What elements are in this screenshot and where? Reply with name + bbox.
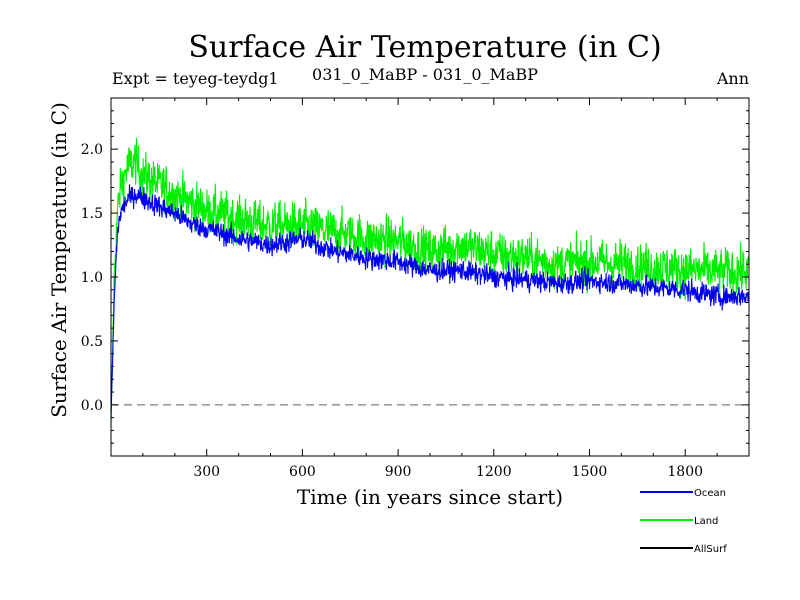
legend: Ocean Land AllSurf bbox=[640, 488, 727, 555]
x-axis-label: Time (in years since start) bbox=[297, 485, 563, 509]
legend-label-allsurf: AllSurf bbox=[694, 544, 727, 555]
y-tick-label: 0.0 bbox=[81, 398, 103, 414]
y-tick-label: 2.0 bbox=[81, 142, 103, 158]
x-tick-label: 1200 bbox=[476, 464, 512, 480]
period-label: 031_0_MaBP - 031_0_MaBP bbox=[312, 65, 538, 84]
chart-title: Surface Air Temperature (in C) bbox=[188, 30, 661, 65]
y-axis-label: Surface Air Temperature (in C) bbox=[47, 102, 71, 418]
y-tick-label: 1.5 bbox=[81, 206, 103, 222]
x-tick-label: 1500 bbox=[572, 464, 608, 480]
series-layer bbox=[110, 137, 750, 428]
y-tick-label: 1.0 bbox=[81, 270, 103, 286]
series-line-ocean bbox=[110, 184, 750, 418]
experiment-label: Expt = teyeg-teydg1 bbox=[112, 69, 279, 88]
x-tick-label: 1800 bbox=[667, 464, 703, 480]
season-label: Ann bbox=[716, 69, 749, 88]
x-tick-label: 900 bbox=[385, 464, 412, 480]
y-tick-label: 0.5 bbox=[81, 334, 103, 350]
legend-label-ocean: Ocean bbox=[694, 488, 726, 499]
x-tick-label: 300 bbox=[193, 464, 220, 480]
ticks-layer: 300 600 900 1200 1500 1800 0.0 0.5 1.0 1.5 2.0 bbox=[81, 98, 749, 480]
x-tick-label: 600 bbox=[289, 464, 316, 480]
legend-label-land: Land bbox=[694, 516, 718, 527]
series-line-land bbox=[110, 137, 750, 428]
